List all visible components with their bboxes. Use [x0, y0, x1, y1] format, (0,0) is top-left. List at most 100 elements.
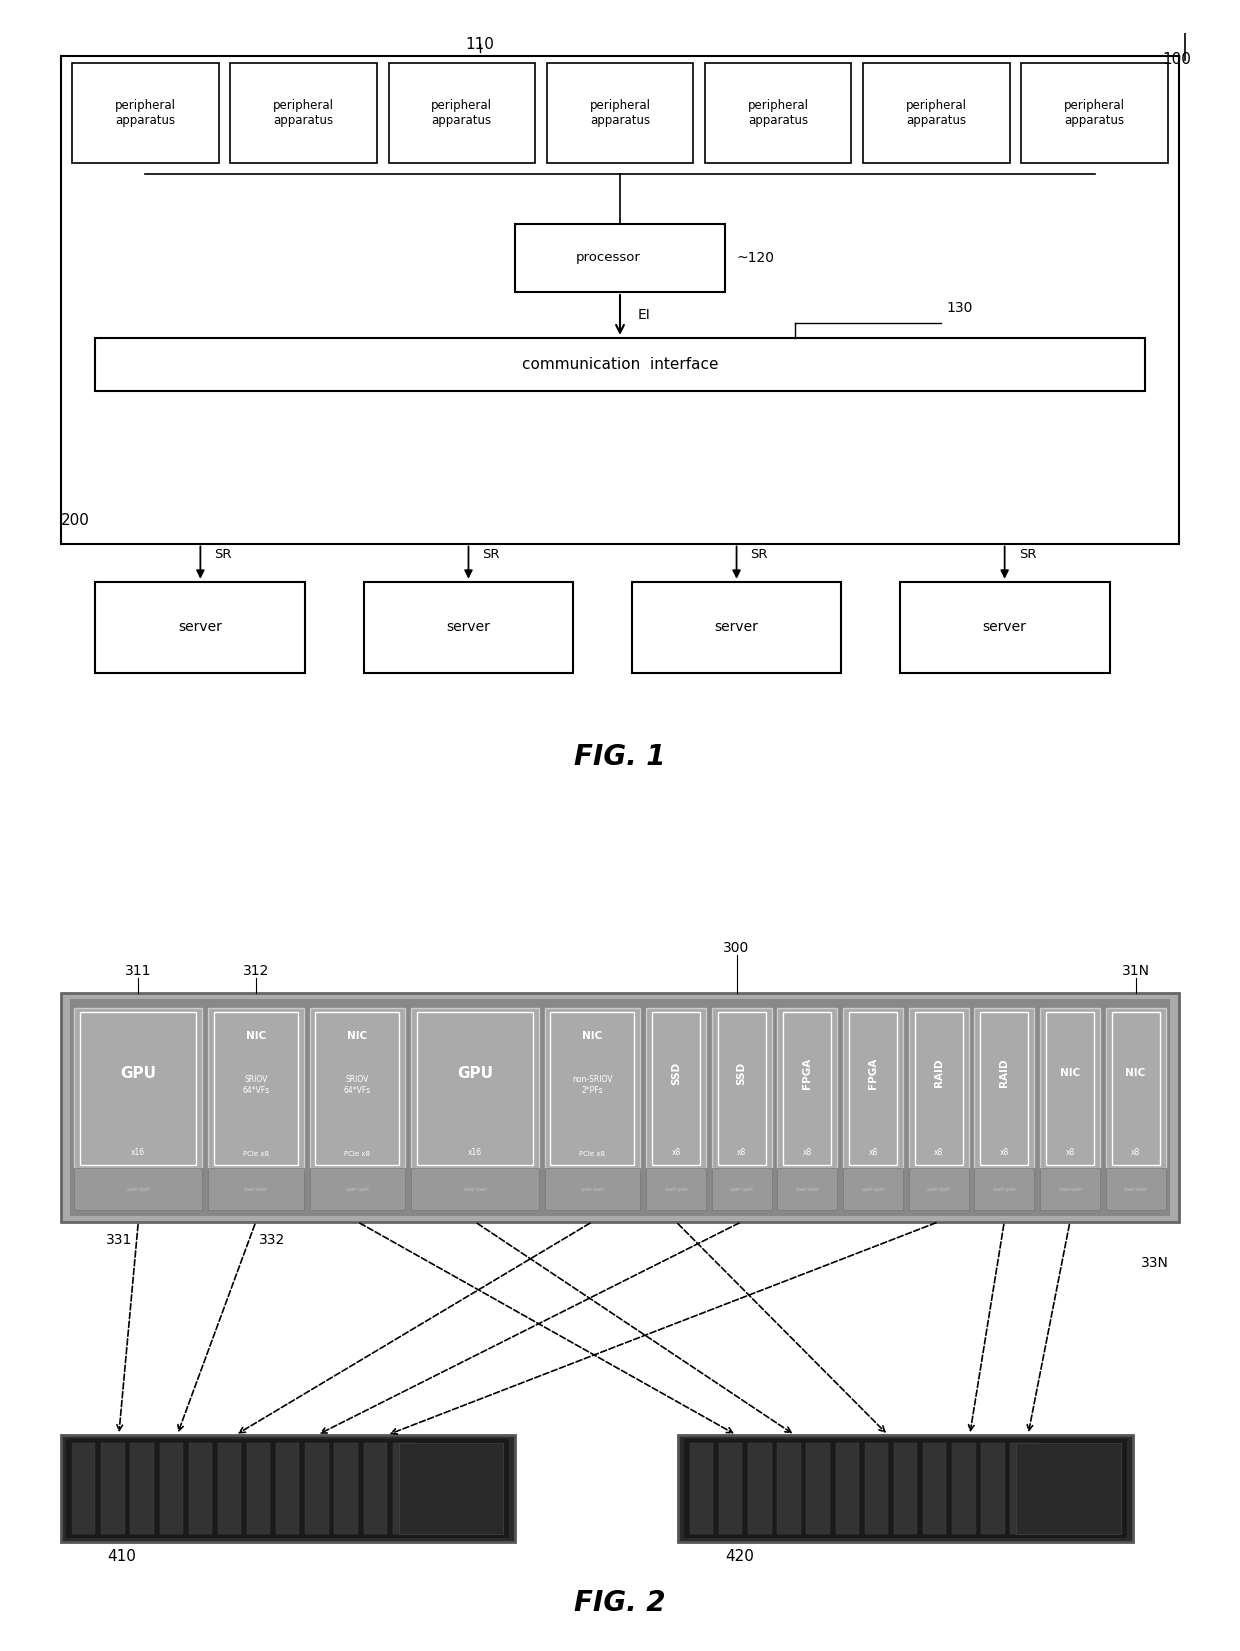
- Text: FPGA: FPGA: [802, 1058, 812, 1088]
- Bar: [981, 1443, 1004, 1534]
- Text: x8: x8: [737, 1147, 746, 1157]
- Bar: [398, 1443, 503, 1534]
- Bar: [393, 1443, 415, 1534]
- Bar: [363, 1443, 387, 1534]
- Bar: [1017, 1443, 1121, 1534]
- Bar: [915, 1012, 962, 1164]
- Text: QSFP QSFP: QSFP QSFP: [126, 1187, 150, 1192]
- Text: NIC: NIC: [246, 1032, 265, 1042]
- Text: 332: 332: [259, 1233, 285, 1247]
- Text: 100: 100: [1162, 53, 1192, 68]
- Bar: [952, 1443, 976, 1534]
- Bar: [335, 1443, 357, 1534]
- Text: peripheral
apparatus: peripheral apparatus: [432, 99, 492, 127]
- Bar: [388, 63, 536, 162]
- Text: 110: 110: [466, 36, 495, 51]
- Text: SSD: SSD: [671, 1062, 681, 1085]
- Text: server: server: [446, 621, 490, 634]
- Bar: [1040, 1009, 1100, 1169]
- Bar: [363, 581, 573, 674]
- Bar: [1106, 1169, 1166, 1210]
- Text: FIG. 2: FIG. 2: [574, 1588, 666, 1616]
- Text: peripheral
apparatus: peripheral apparatus: [115, 99, 176, 127]
- Text: 200: 200: [61, 513, 89, 528]
- Bar: [74, 1009, 202, 1169]
- Bar: [417, 1012, 533, 1164]
- Bar: [277, 1443, 300, 1534]
- Bar: [631, 581, 842, 674]
- Bar: [61, 56, 1179, 543]
- Text: 420: 420: [725, 1549, 754, 1565]
- Bar: [784, 1012, 831, 1164]
- Text: server: server: [179, 621, 222, 634]
- Bar: [777, 1443, 801, 1534]
- Bar: [208, 1009, 304, 1169]
- Text: NIC: NIC: [1060, 1068, 1080, 1078]
- Bar: [310, 1009, 405, 1169]
- Text: processor: processor: [575, 251, 641, 264]
- Bar: [1045, 1012, 1094, 1164]
- Text: x8: x8: [1065, 1147, 1075, 1157]
- Bar: [712, 1009, 771, 1169]
- Bar: [95, 338, 1145, 391]
- Bar: [646, 1169, 706, 1210]
- Bar: [909, 1009, 968, 1169]
- Bar: [188, 1443, 212, 1534]
- Bar: [748, 1443, 771, 1534]
- Bar: [310, 1169, 405, 1210]
- Text: 130: 130: [946, 300, 972, 315]
- Bar: [652, 1012, 701, 1164]
- Bar: [1106, 1009, 1166, 1169]
- Text: 33N: 33N: [1141, 1256, 1169, 1270]
- Bar: [213, 1012, 298, 1164]
- Bar: [843, 1169, 903, 1210]
- Bar: [515, 223, 725, 292]
- Text: GPU: GPU: [456, 1065, 492, 1081]
- Text: peripheral
apparatus: peripheral apparatus: [589, 99, 651, 127]
- Text: QSFP QSFP: QSFP QSFP: [244, 1187, 267, 1192]
- Text: server: server: [714, 621, 759, 634]
- Text: NIC: NIC: [583, 1032, 603, 1042]
- Text: x8: x8: [802, 1147, 812, 1157]
- Text: QSFP QSFP: QSFP QSFP: [346, 1187, 368, 1192]
- Bar: [74, 1169, 202, 1210]
- Bar: [900, 581, 1110, 674]
- Bar: [1022, 63, 1168, 162]
- Text: QSFP QSFP: QSFP QSFP: [993, 1187, 1016, 1192]
- Text: x8: x8: [868, 1147, 878, 1157]
- Text: SRIOV
64*VFs: SRIOV 64*VFs: [242, 1075, 269, 1095]
- Bar: [81, 1012, 196, 1164]
- Text: x8: x8: [999, 1147, 1009, 1157]
- Bar: [864, 1443, 888, 1534]
- Bar: [72, 1443, 95, 1534]
- Text: 300: 300: [723, 941, 750, 954]
- Text: RAID: RAID: [934, 1058, 944, 1088]
- Text: NIC: NIC: [1126, 1068, 1146, 1078]
- Bar: [544, 1009, 640, 1169]
- Text: 311: 311: [125, 964, 151, 977]
- Text: peripheral
apparatus: peripheral apparatus: [1064, 99, 1125, 127]
- Text: PCIe x8: PCIe x8: [579, 1151, 605, 1157]
- Bar: [72, 63, 218, 162]
- Bar: [69, 999, 1171, 1215]
- Text: FIG. 1: FIG. 1: [574, 743, 666, 771]
- Bar: [61, 994, 1179, 1222]
- Bar: [909, 1169, 968, 1210]
- Bar: [305, 1443, 329, 1534]
- Text: QSFP QSFP: QSFP QSFP: [665, 1187, 687, 1192]
- Bar: [1011, 1443, 1034, 1534]
- Bar: [684, 1440, 1127, 1539]
- Text: SR: SR: [750, 548, 768, 561]
- Bar: [806, 1443, 830, 1534]
- Text: x16: x16: [131, 1147, 145, 1157]
- Text: SR: SR: [215, 548, 232, 561]
- Bar: [1111, 1012, 1159, 1164]
- Bar: [923, 1443, 946, 1534]
- Text: non-SRIOV
2*PFs: non-SRIOV 2*PFs: [572, 1075, 613, 1095]
- Bar: [231, 63, 377, 162]
- Text: 31N: 31N: [1122, 964, 1149, 977]
- Text: x16: x16: [467, 1147, 482, 1157]
- Text: EI: EI: [637, 309, 650, 322]
- Text: SR: SR: [1018, 548, 1037, 561]
- Bar: [704, 63, 852, 162]
